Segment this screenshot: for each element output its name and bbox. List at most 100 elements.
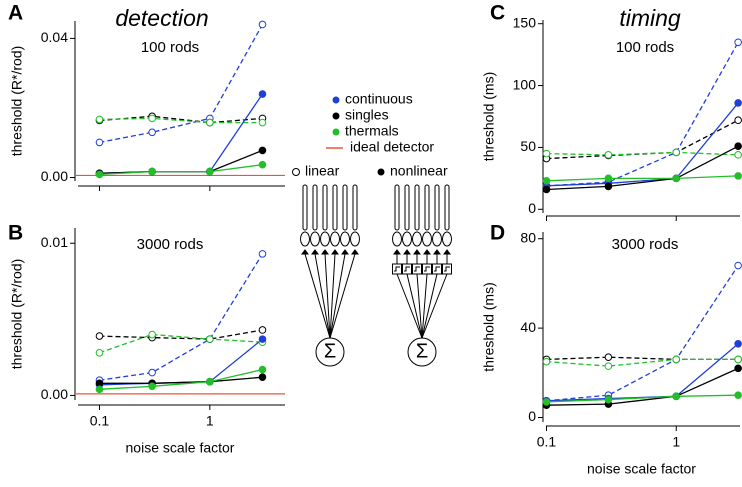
rod-body <box>310 231 320 247</box>
y-tick-label: 150 <box>513 14 537 30</box>
wire <box>304 253 331 339</box>
nonlinear-point <box>542 177 551 185</box>
y-tick-label: 0.00 <box>41 386 68 402</box>
y-tick-label: 0.01 <box>41 234 68 250</box>
linear-point <box>206 118 214 127</box>
linear-point <box>604 362 613 370</box>
nonlinear-point <box>734 339 742 348</box>
linear-line <box>546 358 739 367</box>
synapse <box>341 249 349 255</box>
y-tick-label: 0.04 <box>41 29 68 45</box>
nonlinear-point <box>734 99 742 107</box>
nonlinear-point <box>95 385 104 394</box>
wire <box>406 273 423 339</box>
nonlinear-point <box>206 167 214 176</box>
linear-point <box>258 20 267 29</box>
linear-point <box>734 151 742 159</box>
nonlinear-point <box>258 160 267 169</box>
linear-point <box>734 38 742 47</box>
nonlinear-point <box>95 170 104 179</box>
y-tick-label: 0 <box>528 200 536 216</box>
y-axis-label: threshold (ms) <box>481 282 497 371</box>
linear-point <box>604 151 613 159</box>
nonlinear-line <box>546 394 739 403</box>
linear-line <box>99 117 263 124</box>
synapse <box>311 249 319 255</box>
y-axis-label: threshold (R*/rod) <box>9 46 25 157</box>
linear-point <box>95 349 104 357</box>
rod-body <box>392 231 402 247</box>
nonlinear-point <box>542 185 551 194</box>
linear-point <box>148 128 156 137</box>
nonlinear-line <box>546 102 739 187</box>
nonlinear-point <box>206 377 214 386</box>
linear-point <box>672 148 681 157</box>
rod <box>424 184 430 231</box>
y-tick-label: 40 <box>520 319 536 335</box>
rod-body <box>442 231 452 247</box>
linear-line <box>99 24 264 144</box>
nonlinearity <box>412 263 422 275</box>
circuit-diagram <box>300 184 452 367</box>
rod-body <box>340 231 350 247</box>
linear-line <box>546 265 739 402</box>
legend-marker <box>332 112 340 120</box>
linear-point <box>672 355 681 364</box>
nonlinearity-curve <box>394 266 400 272</box>
nonlinear-point <box>734 142 742 150</box>
linear-line <box>546 41 739 187</box>
linear-point <box>206 335 214 343</box>
nonlinear-point <box>148 382 156 391</box>
synapse <box>351 249 359 255</box>
legend-marker <box>377 168 385 176</box>
x-axis-label: noise scale factor <box>587 461 696 477</box>
rod-body <box>350 231 360 247</box>
nonlinear-line <box>99 93 264 174</box>
synapse <box>321 249 329 255</box>
nonlinearity <box>422 263 432 275</box>
rod-body <box>412 231 422 247</box>
wire <box>324 253 331 339</box>
linear-line <box>99 333 263 354</box>
rod-body <box>320 231 330 247</box>
synapse <box>331 249 339 255</box>
nonlinear-point <box>672 392 681 401</box>
wire <box>314 253 331 339</box>
nonlinear-point <box>604 182 613 191</box>
legend-label: continuous <box>345 91 413 107</box>
nonlinear-point <box>258 90 267 98</box>
rod-body <box>402 231 412 247</box>
y-tick-label: 0 <box>528 408 536 424</box>
synapse <box>301 249 309 255</box>
nonlinear-line <box>546 145 739 191</box>
nonlinear-line <box>99 338 263 386</box>
rod <box>342 184 348 231</box>
nonlinearity-curve <box>444 266 450 272</box>
wire <box>329 253 346 339</box>
legend-label: linear <box>305 163 340 179</box>
panel-subtitle: 100 rods <box>141 39 199 56</box>
panel-subtitle: 3000 rods <box>612 236 679 253</box>
nonlinear-point <box>258 335 267 343</box>
y-tick-label: 80 <box>520 229 536 245</box>
nonlinearity <box>442 263 452 275</box>
nonlinear-point <box>604 395 613 404</box>
nonlinear-point <box>258 146 267 155</box>
linear-line <box>546 119 739 160</box>
sum-symbol: Σ <box>324 340 336 362</box>
nonlinearity-curve <box>404 266 410 272</box>
nonlinearity-curve <box>424 266 430 272</box>
nonlinear-point <box>734 391 742 399</box>
x-axis-label: noise scale factor <box>126 440 235 456</box>
linear-point <box>95 332 104 340</box>
nonlinear-line <box>99 368 263 390</box>
nonlinear-point <box>258 365 267 374</box>
panel-subtitle: 100 rods <box>616 39 674 56</box>
rod <box>302 184 308 231</box>
nonlinear-line <box>546 367 739 406</box>
rod <box>444 184 450 231</box>
wire <box>421 273 428 339</box>
wire <box>421 273 448 339</box>
legend-label: nonlinear <box>390 163 448 179</box>
